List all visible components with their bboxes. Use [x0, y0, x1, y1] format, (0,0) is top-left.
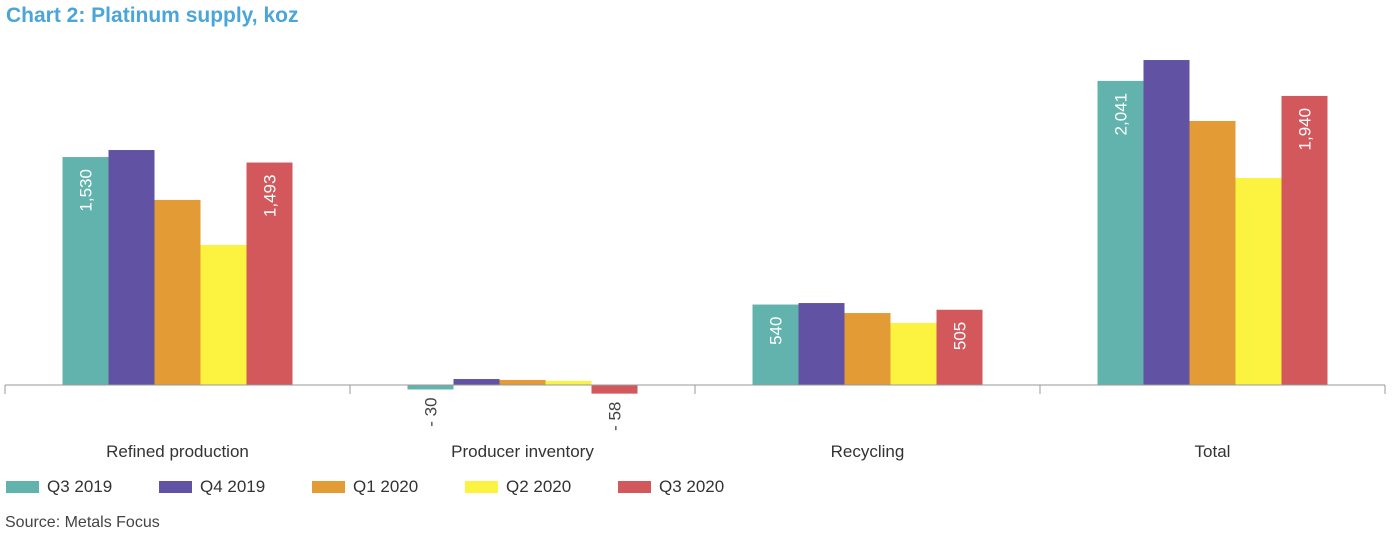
- category-label: Total: [1195, 442, 1231, 461]
- data-label: 1,940: [1296, 108, 1315, 151]
- bar: [890, 323, 937, 385]
- bar: [154, 199, 201, 385]
- legend-item: Q3 2020: [618, 477, 771, 497]
- legend-swatch: [6, 481, 39, 493]
- legend-label: Q1 2020: [353, 477, 419, 496]
- data-label: 1,530: [77, 169, 96, 212]
- bar: [1143, 60, 1190, 385]
- bar: [108, 150, 155, 385]
- bar: [752, 304, 799, 385]
- category-label: Recycling: [831, 442, 905, 461]
- bar: [1281, 95, 1328, 385]
- bar: [591, 385, 638, 394]
- data-label: - 58: [606, 402, 625, 431]
- bar: [1097, 80, 1144, 386]
- bar: [1235, 178, 1282, 385]
- category-label: Refined production: [106, 442, 249, 461]
- legend-item: Q1 2020: [312, 477, 465, 497]
- data-label: 505: [951, 322, 970, 350]
- legend-swatch: [312, 481, 345, 493]
- chart-title: Chart 2: Platinum supply, koz: [6, 4, 299, 27]
- legend-label: Q4 2019: [200, 477, 266, 496]
- bar: [545, 380, 592, 385]
- bar: [200, 244, 247, 385]
- bar: [798, 303, 845, 385]
- bar: [62, 157, 109, 385]
- bar: [1189, 120, 1236, 386]
- bar: [844, 313, 891, 385]
- bar: [246, 162, 293, 385]
- bar: [936, 309, 983, 385]
- legend-item: Q3 2019: [6, 477, 159, 497]
- source-note: Source: Metals Focus: [5, 514, 160, 531]
- data-label: 2,041: [1112, 93, 1131, 136]
- data-label: - 30: [422, 397, 441, 426]
- bar: [499, 379, 546, 385]
- legend-label: Q2 2020: [506, 477, 572, 496]
- data-label: 540: [767, 317, 786, 345]
- legend-label: Q3 2020: [659, 477, 725, 496]
- legend: Q3 2019 Q4 2019 Q1 2020 Q2 2020 Q3 2020: [6, 477, 771, 497]
- bar: [453, 379, 500, 385]
- legend-label: Q3 2019: [47, 477, 113, 496]
- legend-swatch: [465, 481, 498, 493]
- legend-swatch: [618, 481, 651, 493]
- category-label: Producer inventory: [451, 442, 594, 461]
- legend-item: Q4 2019: [159, 477, 312, 497]
- legend-swatch: [159, 481, 192, 493]
- legend-item: Q2 2020: [465, 477, 618, 497]
- data-label: 1,493: [261, 175, 280, 218]
- bar: [407, 385, 454, 390]
